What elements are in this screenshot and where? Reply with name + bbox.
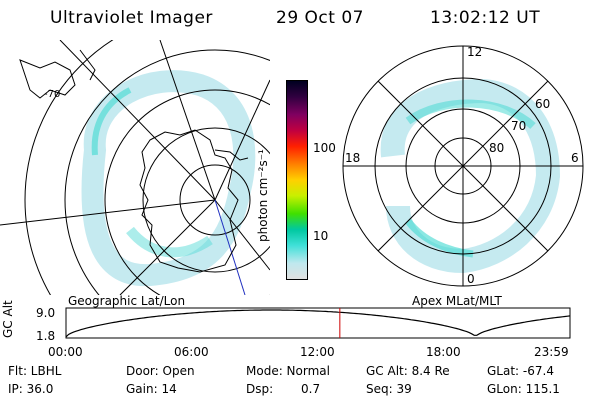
geo-aurora-bright-south: [126, 226, 213, 258]
geo-meridian-line: [214, 199, 246, 295]
coastline-fragment: [214, 149, 249, 161]
altitude-plot: GC Alt 9.0 1.8 00:00 06:00 12:00 18:00 23:59: [1, 300, 571, 359]
door-info: Door: Open: [126, 364, 195, 378]
gc-alt-info: GC Alt: 8.4 Re: [366, 364, 450, 378]
geo-lat-circle: [142, 127, 270, 273]
dsp-value: 0.7: [301, 382, 321, 396]
glon-info: GLon: 115.1: [487, 382, 560, 396]
apex-polar-plot: 12 18 6 0 60 70 80: [342, 45, 584, 287]
altitude-xtick: 18:00: [426, 345, 461, 359]
apex-mlt-12: 12: [467, 45, 482, 59]
colorbar-tick-100: 100: [313, 141, 336, 155]
glat-info: GLat: -67.4: [487, 364, 554, 378]
geo-lon-line: [214, 199, 270, 271]
ip-info: IP: 36.0: [8, 382, 54, 396]
geo-lon-line: [0, 199, 216, 226]
geo-lat-circle: [64, 49, 270, 295]
apex-mlt-0: 0: [467, 272, 475, 286]
mode-info: Mode: Normal: [246, 364, 330, 378]
altitude-xtick: 00:00: [48, 345, 83, 359]
coastline-fragment: [19, 59, 76, 99]
altitude-ytick-high: 9.0: [36, 306, 55, 320]
colorbar-tick-10: 10: [313, 229, 329, 243]
geo-panel-label: Geographic Lat/Lon: [68, 294, 186, 308]
apex-aurora-bright: [405, 99, 536, 130]
apex-aurora-bright-dusk: [405, 218, 474, 258]
altitude-ytick-low: 1.8: [36, 329, 55, 343]
apex-panel-label: Apex MLat/MLT: [412, 294, 502, 308]
apex-mlt-18: 18: [345, 151, 360, 165]
apex-lat-60: 60: [535, 97, 550, 111]
colorbar: [286, 80, 308, 280]
instrument-title: Ultraviolet Imager: [50, 8, 213, 28]
geo-lon-line: [59, 40, 216, 201]
altitude-xtick: 23:59: [534, 345, 569, 359]
geo-lat-circle: [24, 40, 114, 295]
apex-aurora-ring: [380, 78, 561, 274]
dsp-label: Dsp:: [246, 382, 274, 396]
geo-lat-circle: [179, 164, 251, 236]
coastline-fragment: [79, 49, 96, 81]
geo-lat-circle: [104, 89, 270, 295]
seq-info: Seq: 39: [366, 382, 412, 396]
altitude-ylabel: GC Alt: [1, 300, 15, 338]
geo-aurora-bright: [91, 87, 132, 156]
apex-mlt-line: [377, 80, 549, 252]
date-label: 29 Oct 07: [276, 8, 364, 28]
apex-lat-70: 70: [511, 119, 526, 133]
altitude-curve: [65, 309, 571, 338]
geo-lon-line: [214, 79, 270, 201]
altitude-xtick: 06:00: [174, 345, 209, 359]
antarctica-coastline: [139, 129, 239, 273]
geographic-map: -70: [0, 40, 270, 295]
geo-lon-line: [119, 199, 216, 295]
altitude-xtick: 12:00: [300, 345, 335, 359]
geo-lat-tick: -70: [44, 89, 60, 100]
time-label: 13:02:12 UT: [430, 8, 541, 28]
geo-lon-line: [159, 40, 216, 201]
gain-info: Gain: 14: [126, 382, 177, 396]
apex-lat-80: 80: [489, 141, 504, 155]
apex-mlt-6: 6: [571, 151, 579, 165]
altitude-plot-frame: [65, 307, 571, 339]
colorbar-unit-label: photon cm⁻²s⁻¹: [256, 149, 270, 242]
filter-info: Flt: LBHL: [8, 364, 62, 378]
geo-aurora-oval: [81, 70, 256, 287]
